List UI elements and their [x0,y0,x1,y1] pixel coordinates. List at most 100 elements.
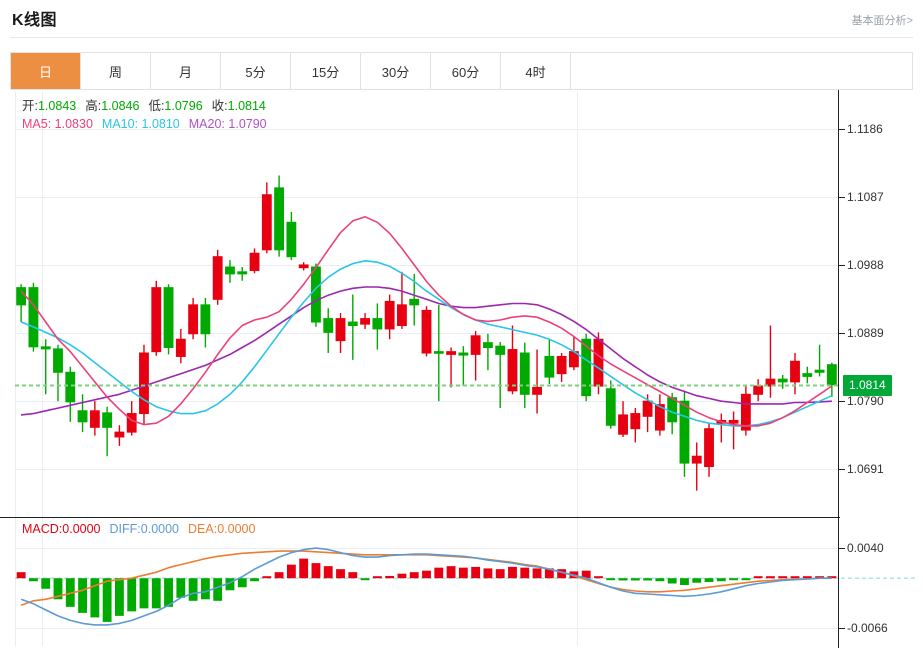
tab-label: 15分 [311,64,340,80]
candle-body [40,346,51,350]
fundamental-analysis-link[interactable]: 基本面分析> [851,15,913,27]
tab-label: 日 [38,64,52,80]
macd-bar [237,578,247,588]
macd-bar [188,578,198,601]
candle-body [802,373,813,377]
candle-body [826,364,837,386]
dea-label: DEA: [188,522,218,536]
macd-bar [323,566,333,579]
low-label: 低: [148,99,165,113]
macd-readout: MACD:0.0000 DIFF:0.0000 DEA:0.0000 [22,522,255,536]
candle-body [446,351,456,355]
candle-body [163,287,174,349]
macd-bar [385,575,395,579]
macd-axis-label: -0.0066 [847,620,888,635]
tab-4[interactable]: 15分 [291,53,361,89]
candle-body [28,287,39,348]
tab-3[interactable]: 5分 [221,53,291,89]
candle-body [114,431,125,438]
candlestick-svg[interactable] [0,90,923,518]
macd-bar [483,568,493,579]
tab-label: 4时 [525,64,546,80]
candle-body [77,410,88,423]
ohlc-readout: 开:1.0843 高:1.0846 低:1.0796 收:1.0814 [22,98,266,115]
candle-body [286,221,297,258]
tab-5[interactable]: 30分 [361,53,431,89]
candle-body [335,318,346,342]
ma20-line [21,286,832,416]
price-axis-label: 1.0790 [847,394,884,409]
diff-label: DIFF: [109,522,141,536]
macd-bar [299,558,309,579]
candle-body [200,304,211,335]
candle-body [753,385,764,395]
macd-bar [200,578,210,600]
candle-body [89,410,100,428]
macd-bar [102,578,112,622]
candle-body [593,338,604,387]
tab-2[interactable]: 月 [151,53,221,89]
candle-body [642,400,653,417]
candle-body [728,419,739,424]
ma20-label: MA20: [188,117,225,131]
macd-chart-pane[interactable]: MACD:0.0000 DIFF:0.0000 DEA:0.0000 [0,518,923,648]
candle-body [458,352,469,356]
candle-body [544,355,555,378]
macd-bar [262,576,272,579]
macd-bar [446,566,456,579]
macd-bar [557,569,567,579]
macd-bar [827,576,837,579]
macd-bar [458,567,468,579]
macd-bar [139,578,149,609]
ma20-value: 1.0790 [228,117,267,131]
macd-bar [594,576,603,579]
tab-7[interactable]: 4时 [501,53,571,89]
candle-body [777,378,788,383]
candle-body [740,393,751,431]
ma10-label: MA10: [101,117,139,131]
macd-bar [90,578,100,618]
macd-bar [520,567,530,579]
macd-bar [336,569,345,579]
ma10-line [20,260,833,427]
ma5-value: 1.0830 [54,117,93,131]
tabbar-filler [571,53,912,89]
candle-body [151,287,162,353]
candle-body [790,360,800,383]
ma10-value: 1.0810 [141,117,180,131]
macd-bar [753,576,763,579]
candle-body [507,349,518,392]
tab-1[interactable]: 周 [81,53,151,89]
macd-bar [114,578,124,616]
candle-body [654,404,665,431]
macd-bar [176,578,186,598]
macd-bar [127,578,137,612]
candle-body [384,300,395,330]
macd-bar [397,573,407,579]
macd-bar [544,568,554,579]
macd-bar [422,570,431,579]
header-divider [10,37,913,38]
candle-body [433,351,444,354]
moving-average-readout: MA5: 1.0830 MA10: 1.0810 MA20: 1.0790 [22,116,267,133]
tab-0[interactable]: 日 [11,53,81,89]
candle-body [175,338,186,357]
tab-label: 5分 [245,64,266,80]
dea-value: 0.0000 [217,522,256,536]
price-axis-label: 1.0988 [847,257,884,272]
macd-bar [164,578,173,607]
price-axis-label: 1.0889 [847,326,884,341]
macd-bar [53,578,63,600]
candle-body [188,304,199,335]
candle-body [519,352,530,395]
candle-body [65,371,76,403]
candle-body [581,338,592,397]
macd-bar [667,578,677,584]
macd-bar [151,578,161,609]
candle-body [556,355,567,375]
tab-6[interactable]: 60分 [431,53,501,89]
price-chart-pane[interactable]: 开:1.0843 高:1.0846 低:1.0796 收:1.0814 MA5: 1.… [0,90,923,518]
macd-histogram [16,558,837,622]
macd-svg[interactable] [0,518,923,648]
